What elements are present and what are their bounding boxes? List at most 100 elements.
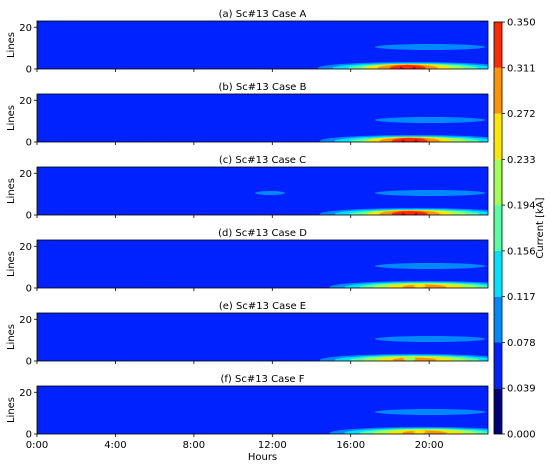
colorbar-segment: [494, 250, 502, 297]
colorbar-segment: [494, 342, 502, 389]
y-tick-label: 0: [26, 211, 32, 222]
contour-band: [345, 416, 485, 424]
contour-band: [286, 123, 314, 129]
contour-band: [375, 190, 485, 196]
contour-band: [360, 182, 480, 188]
contour-band: [345, 343, 485, 351]
x-tick-label: 4:00: [104, 440, 126, 451]
colorbar-segment: [494, 67, 502, 114]
contour-band: [255, 191, 285, 195]
x-tick-label: 12:00: [258, 440, 287, 451]
colorbar-segment: [494, 22, 502, 68]
panel-title: (d) Sc#13 Case D: [218, 228, 307, 239]
contour-band: [286, 196, 314, 202]
colorbar-tick-label: 0.350: [507, 18, 536, 29]
x-tick-label: 16:00: [336, 440, 365, 451]
contour-band: [215, 119, 335, 125]
contour-band: [225, 131, 275, 137]
contour-band: [145, 208, 163, 214]
plot-frame: [36, 239, 489, 289]
x-tick-label: 0:00: [26, 440, 48, 451]
colorbar-tick-label: 0.311: [507, 63, 536, 74]
y-axis-label: Lines: [6, 324, 17, 350]
contour-band: [345, 270, 485, 278]
contour-band: [390, 244, 450, 248]
contour-layer: [145, 98, 488, 142]
colorbar-segment: [494, 159, 502, 206]
contour-band: [170, 204, 290, 210]
y-tick-label: 0: [26, 357, 32, 368]
colorbar-tick-label: 0.156: [507, 246, 536, 257]
y-axis-label: Lines: [6, 105, 17, 131]
contour-band: [360, 255, 480, 261]
peak-mark: [403, 356, 416, 361]
y-tick-label: 20: [19, 315, 32, 326]
contour-band: [145, 281, 163, 287]
y-tick-label: 20: [19, 242, 32, 253]
contour-band: [375, 44, 485, 50]
colorbar-segment: [494, 296, 502, 343]
peak-mark: [403, 210, 416, 215]
x-tick-label: 20:00: [415, 440, 444, 451]
y-tick-label: 0: [26, 284, 32, 295]
panel-title: (f) Sc#13 Case F: [220, 374, 304, 385]
contour-band: [375, 336, 485, 342]
plot-frame: [36, 385, 489, 435]
colorbar: 0.000 0.039 0.078 0.117 0.156 0.194 0.233 0.272…: [493, 18, 546, 441]
colorbar-tick-label: 0.039: [507, 384, 536, 395]
colorbar-tick-label: 0.272: [507, 109, 536, 120]
colorbar-segment: [494, 205, 502, 251]
colorbar-tick-label: 0.233: [507, 155, 536, 166]
contour-band: [390, 25, 450, 29]
contour-band: [145, 427, 163, 433]
colorbar-segment: [494, 388, 502, 434]
contour-band: [284, 247, 316, 253]
contour-layer: [145, 171, 488, 215]
colorbar-frame: [493, 21, 503, 435]
colorbar-tick-label: 0.194: [507, 201, 536, 212]
y-axis-label: Lines: [6, 251, 17, 277]
plot-frame: [36, 312, 489, 362]
contour-layer: [145, 317, 488, 361]
contour-band: [345, 197, 485, 205]
contour-band: [360, 328, 480, 334]
y-tick-label: 0: [26, 430, 32, 441]
colorbar-tick-label: 0.000: [507, 430, 536, 441]
contour-band: [284, 101, 316, 107]
colorbar-tick-label: 0.117: [507, 292, 536, 303]
y-axis-label: Lines: [6, 32, 17, 58]
panel-title: (c) Sc#13 Case C: [219, 155, 306, 166]
panel-title: (a) Sc#13 Case A: [219, 9, 307, 20]
panel-title: (b) Sc#13 Case B: [219, 82, 307, 93]
contour-band: [284, 393, 316, 399]
contour-layer: [145, 25, 488, 69]
contour-band: [145, 354, 163, 360]
contour-band: [360, 401, 480, 407]
contour-band: [286, 50, 314, 56]
plot-frame: [36, 93, 489, 143]
peak-mark: [413, 429, 426, 434]
contour-band: [284, 174, 316, 180]
contour-band: [390, 98, 450, 102]
contour-band: [284, 28, 316, 34]
peak-mark: [401, 64, 414, 69]
colorbar-label: Current [kA]: [535, 197, 546, 258]
plot-frame: [36, 166, 489, 216]
contour-band: [375, 409, 485, 415]
contour-band: [375, 263, 485, 269]
contour-band: [286, 269, 314, 275]
contour-band: [345, 124, 485, 132]
contour-band: [345, 51, 485, 59]
y-axis-label: Lines: [6, 397, 17, 423]
contour-band: [390, 390, 450, 394]
contour-band: [390, 171, 450, 175]
colorbar-segment: [494, 113, 502, 160]
contour-layer: [145, 390, 488, 434]
contour-band: [375, 117, 485, 123]
